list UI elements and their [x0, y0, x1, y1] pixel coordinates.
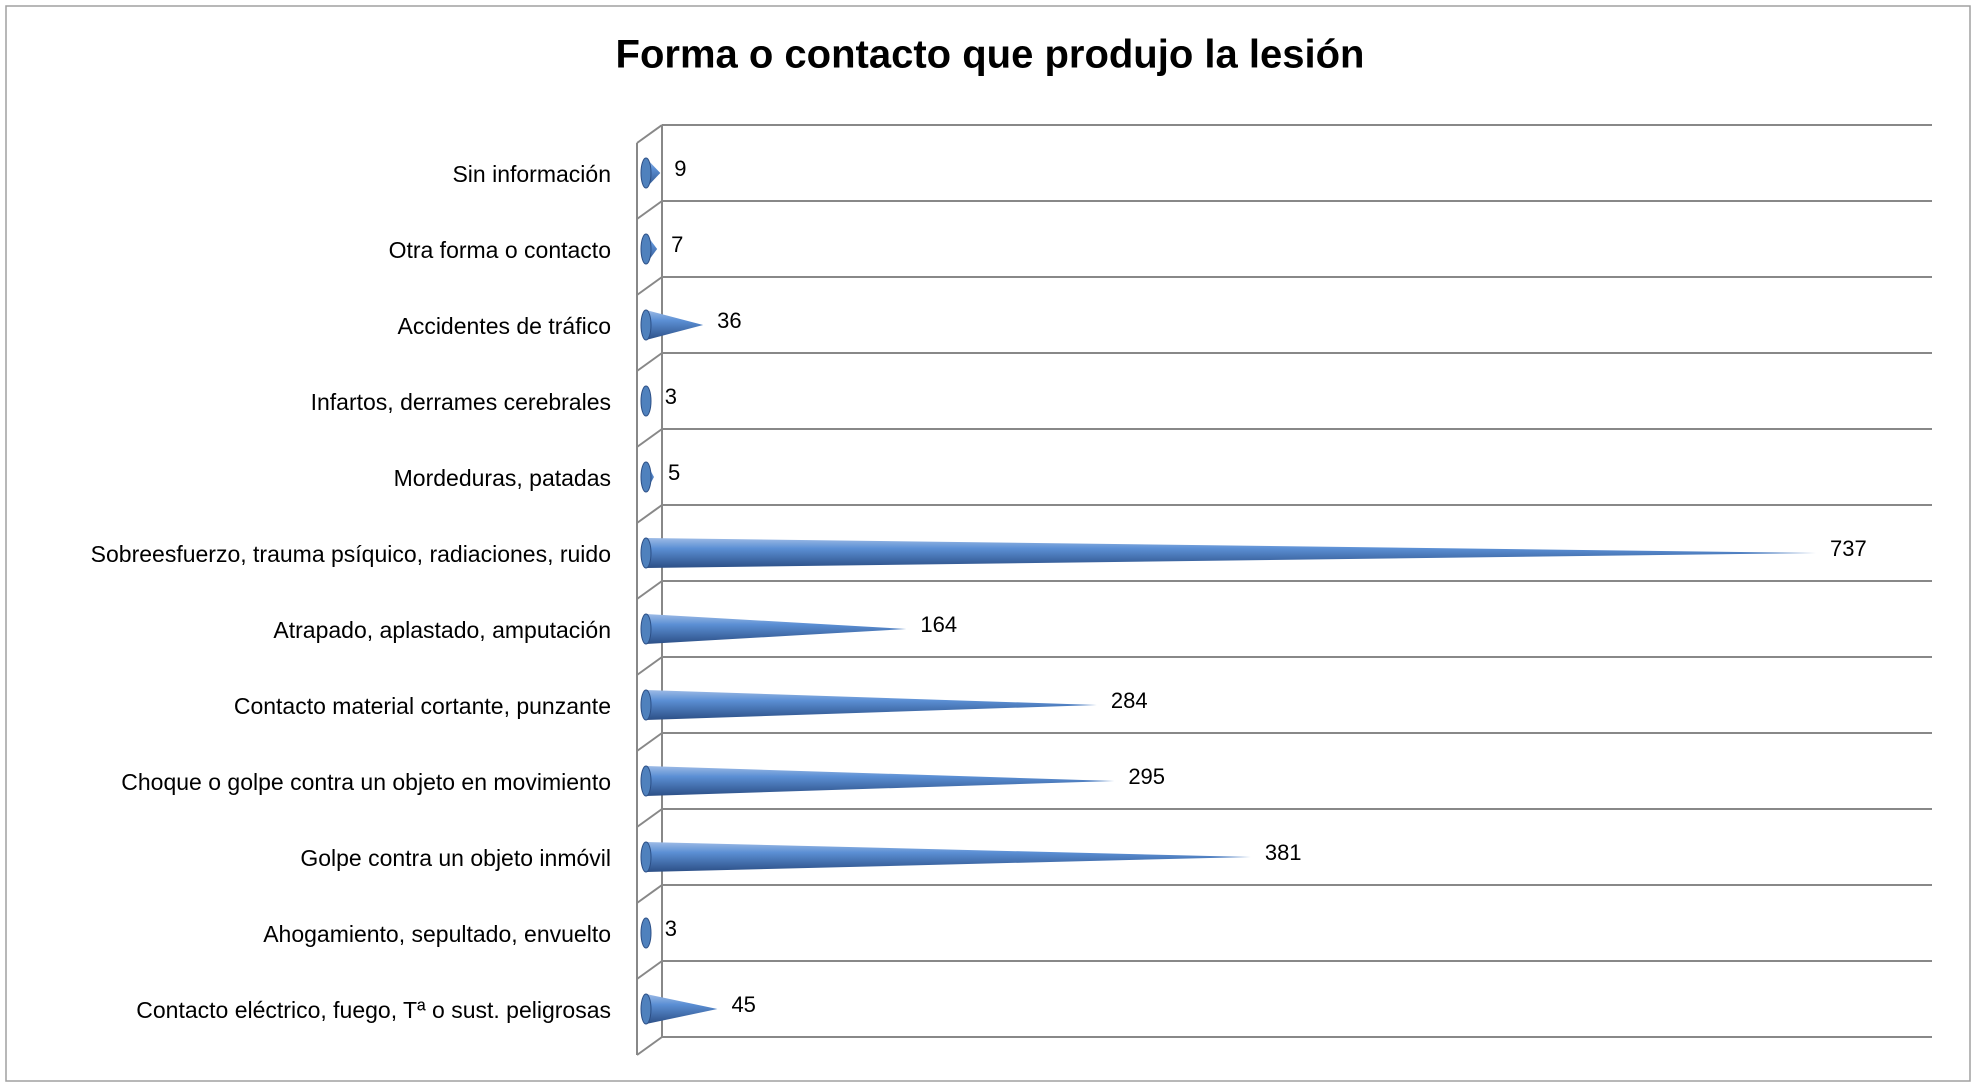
grid-slant [636, 504, 663, 524]
category-label: Sin información [452, 161, 611, 187]
bar [646, 614, 907, 644]
category-label: Contacto eléctrico, fuego, Tª o sust. pe… [136, 997, 611, 1023]
category-label: Atrapado, aplastado, amputación [273, 617, 611, 643]
grid-slant [636, 1036, 663, 1056]
bar-base [640, 385, 652, 417]
data-label: 381 [1265, 840, 1302, 865]
category-label: Ahogamiento, sepultado, envuelto [263, 921, 611, 947]
bar [646, 842, 1251, 872]
category-label: Infartos, derrames cerebrales [311, 389, 611, 415]
grid-slant [636, 352, 663, 372]
bar [646, 538, 1816, 568]
bar-base [640, 841, 652, 873]
grid-slant [636, 884, 663, 904]
data-label: 164 [920, 612, 957, 637]
grid-slant [636, 276, 663, 296]
data-label: 7 [671, 232, 683, 257]
bar-base [640, 765, 652, 797]
bar-base [640, 461, 652, 493]
category-label: Otra forma o contacto [389, 237, 611, 263]
data-label: 36 [717, 308, 741, 333]
data-label: 737 [1830, 536, 1867, 561]
chart-title: Forma o contacto que produjo la lesión [616, 33, 1365, 77]
category-label: Golpe contra un objeto inmóvil [300, 845, 611, 871]
bar-base [640, 993, 652, 1025]
grid-slant [636, 732, 663, 752]
bar [646, 690, 1097, 720]
category-label: Sobreesfuerzo, trauma psíquico, radiacio… [91, 541, 611, 567]
data-label: 5 [668, 460, 680, 485]
category-label: Accidentes de tráfico [397, 313, 611, 339]
data-label: 3 [665, 916, 677, 941]
data-label: 9 [674, 156, 686, 181]
bar-base [640, 689, 652, 721]
bar [646, 310, 704, 340]
bar-base [640, 233, 652, 265]
category-label: Contacto material cortante, punzante [234, 693, 611, 719]
grid-slant [636, 656, 663, 676]
grid-slant [636, 428, 663, 448]
bar-base [640, 613, 652, 645]
data-label: 3 [665, 384, 677, 409]
category-label: Choque o golpe contra un objeto en movim… [121, 769, 611, 795]
category-label: Mordeduras, patadas [394, 465, 611, 491]
bar-base [640, 537, 652, 569]
bar [646, 994, 718, 1024]
bar-base [640, 157, 652, 189]
data-label: 284 [1111, 688, 1148, 713]
data-label: 295 [1128, 764, 1165, 789]
bar-base [640, 917, 652, 949]
grid-slant [636, 808, 663, 828]
grid-slant [636, 960, 663, 980]
bar-base [640, 309, 652, 341]
grid-slant [636, 200, 663, 220]
bar [646, 766, 1115, 796]
data-label: 45 [731, 992, 755, 1017]
grid-slant [636, 124, 663, 144]
grid-slant [636, 580, 663, 600]
